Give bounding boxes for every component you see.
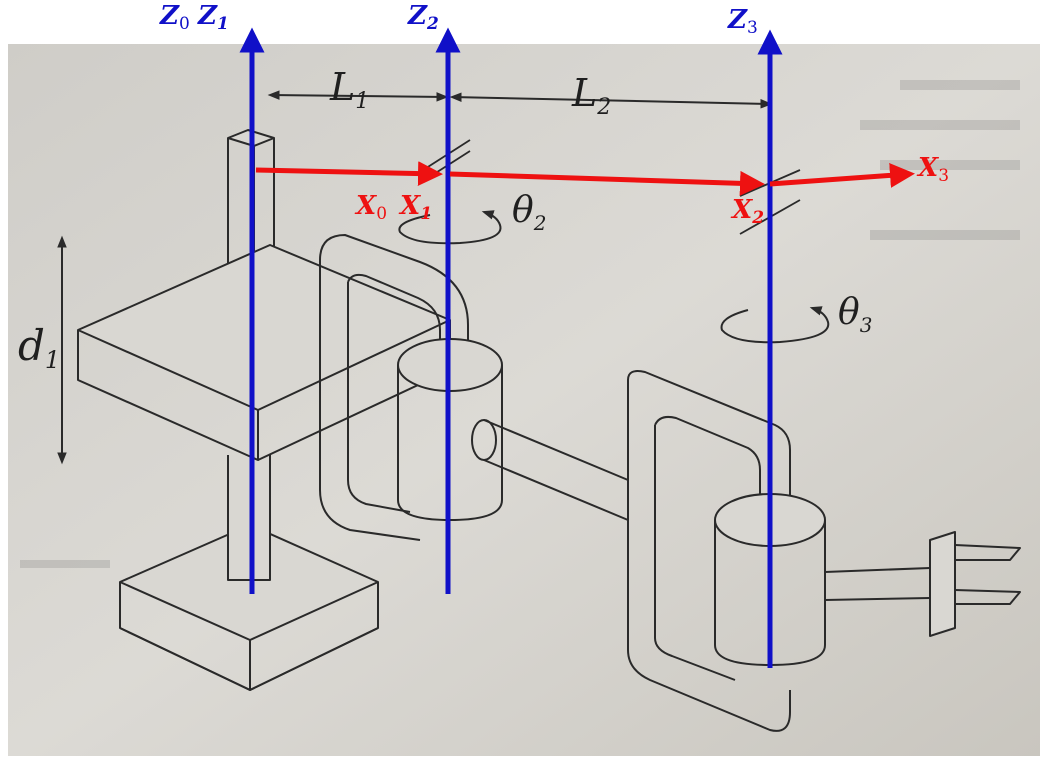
z1-label: Z1 [197,1,229,34]
z-axes [239,27,783,668]
x3-axis [769,162,915,188]
x0-label: X0 [354,191,387,224]
theta3-label: θ3 [838,292,872,337]
background-print-marks [20,80,1020,568]
dimension-d1: d1 [18,235,67,465]
link-1-frame [319,234,469,541]
vertical-column-lower [227,455,271,581]
gripper [824,531,1021,637]
x0-x1-axis [255,161,443,187]
x2-axis [449,170,765,196]
connecting-rod [471,419,629,521]
l2-label: L2 [571,71,611,120]
x1-label: X1 [398,191,432,224]
theta2-label: θ2 [512,190,546,235]
x2-label: X2 [730,195,764,228]
z0-label: Z0 [159,1,190,34]
l1-label: L1 [329,65,369,114]
x-axes [255,161,915,196]
d1-label: d1 [18,321,60,374]
link-2-frame [627,370,791,732]
z2-label: Z2 [407,1,439,34]
rotation-theta3 [720,306,830,344]
photo-background [8,44,1040,756]
x3-label: X3 [916,153,949,186]
base-block [119,524,379,691]
rotation-theta2 [398,210,502,245]
dimension-lengths [267,90,773,109]
z3-label: Z3 [727,5,758,38]
